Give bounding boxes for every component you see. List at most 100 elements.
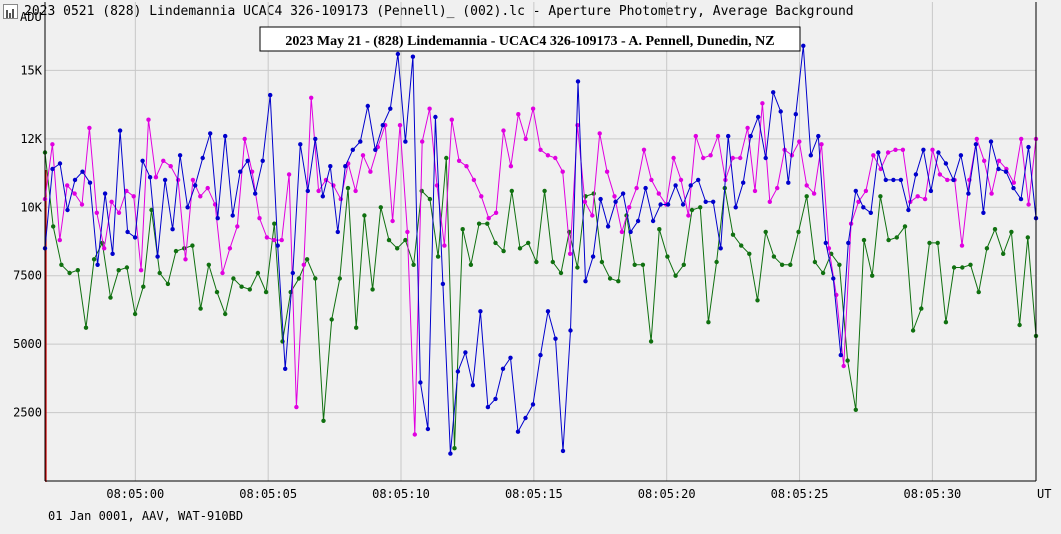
data-point-magenta: [427, 106, 432, 111]
data-point-magenta: [220, 270, 225, 276]
data-point-green: [141, 284, 146, 289]
data-point-blue: [838, 352, 843, 358]
data-point-green: [861, 237, 867, 243]
data-point-green: [435, 254, 441, 259]
data-point-magenta: [235, 224, 240, 229]
data-point-blue: [358, 139, 363, 144]
y-tick-label: 10K: [20, 200, 42, 214]
data-point-magenta: [412, 432, 417, 437]
y-axis-label: ADU: [20, 10, 42, 24]
data-point-green: [657, 227, 662, 232]
data-point-magenta: [922, 196, 928, 202]
x-tick-label: 08:05:10: [372, 487, 430, 501]
data-point-blue: [95, 262, 100, 267]
data-point-blue: [373, 147, 378, 152]
data-point-blue: [846, 240, 851, 246]
data-point-magenta: [841, 363, 846, 369]
data-point-blue: [711, 199, 716, 204]
y-tick-label: 15K: [20, 63, 42, 77]
data-point-blue: [65, 207, 70, 213]
y-tick-label: 5000: [13, 337, 42, 351]
data-point-magenta: [405, 229, 410, 235]
data-point-magenta: [693, 133, 698, 139]
data-point-magenta: [198, 194, 203, 199]
data-point-blue: [913, 172, 919, 177]
data-point-magenta: [826, 246, 832, 251]
data-point-blue: [936, 150, 941, 155]
footer-text: 01 Jan 0001, AAV, WAT-910BD: [48, 509, 243, 523]
data-point-blue: [816, 133, 821, 139]
data-point-blue: [680, 202, 686, 207]
data-point-magenta: [982, 158, 987, 163]
data-point-magenta: [146, 117, 151, 122]
data-point-blue: [147, 175, 153, 180]
data-point-green: [976, 289, 981, 295]
data-point-blue: [545, 309, 551, 314]
data-point-blue: [268, 92, 273, 98]
data-point-blue: [493, 396, 498, 402]
axis-layer: 2500 5000 7500 10K 12K 15K 08:05:00 08:05:05 08:…: [13, 2, 1037, 501]
data-point-magenta: [1019, 136, 1024, 142]
data-point-magenta: [316, 188, 321, 194]
data-point-blue: [605, 224, 611, 229]
data-point-magenta: [775, 185, 780, 191]
data-point-magenta: [745, 125, 750, 131]
data-point-magenta: [996, 158, 1002, 163]
data-point-blue: [688, 183, 693, 188]
data-point-magenta: [368, 169, 373, 174]
series-magenta: [42, 95, 1039, 437]
data-point-blue: [418, 380, 423, 385]
data-point-green: [853, 407, 858, 412]
data-point-green: [362, 213, 367, 218]
data-point-blue: [906, 207, 911, 213]
data-point-magenta: [190, 177, 196, 183]
app-icon[interactable]: [3, 4, 18, 19]
data-point-blue: [658, 202, 663, 207]
data-point-green: [67, 270, 72, 276]
data-point-green: [223, 311, 228, 317]
data-point-magenta: [819, 142, 824, 147]
data-point-green: [509, 188, 514, 194]
data-point-green: [984, 246, 990, 251]
data-point-green: [51, 224, 56, 229]
data-point-green: [730, 232, 736, 237]
data-point-magenta: [65, 183, 70, 188]
data-point-blue: [125, 229, 130, 235]
data-point-magenta: [242, 136, 247, 142]
data-point-blue: [365, 103, 370, 109]
data-point-magenta: [131, 194, 136, 199]
data-point-blue: [868, 210, 873, 215]
data-point-blue: [628, 229, 633, 235]
x-tick-label: 08:05:00: [106, 487, 164, 501]
data-point-blue: [883, 177, 888, 183]
data-point-magenta: [183, 257, 188, 262]
series-green: [42, 150, 1039, 451]
data-point-magenta: [738, 155, 743, 161]
data-point-magenta: [501, 128, 506, 133]
data-point-magenta: [205, 185, 210, 191]
data-point-magenta: [560, 169, 565, 174]
data-point-magenta: [249, 169, 255, 174]
data-point-magenta: [390, 218, 395, 224]
data-point-blue: [508, 355, 513, 360]
data-point-magenta: [102, 246, 107, 251]
data-point-magenta: [959, 243, 965, 248]
data-point-magenta: [612, 194, 617, 199]
data-point-magenta: [915, 194, 920, 199]
data-point-magenta: [856, 199, 861, 204]
data-point-blue: [403, 139, 408, 144]
data-point-blue: [876, 150, 881, 155]
data-point-blue: [808, 153, 813, 158]
data-point-magenta: [471, 177, 477, 183]
x-tick-label: 08:05:30: [903, 487, 961, 501]
data-point-blue: [313, 136, 318, 142]
data-point-green: [804, 194, 809, 199]
data-point-magenta: [945, 177, 950, 183]
data-point-green: [960, 265, 965, 270]
data-point-blue: [485, 404, 491, 410]
data-point-magenta: [649, 177, 654, 183]
data-point-magenta: [309, 95, 314, 101]
data-point-blue: [223, 133, 228, 139]
data-point-blue: [132, 235, 138, 240]
data-point-green: [231, 276, 236, 281]
